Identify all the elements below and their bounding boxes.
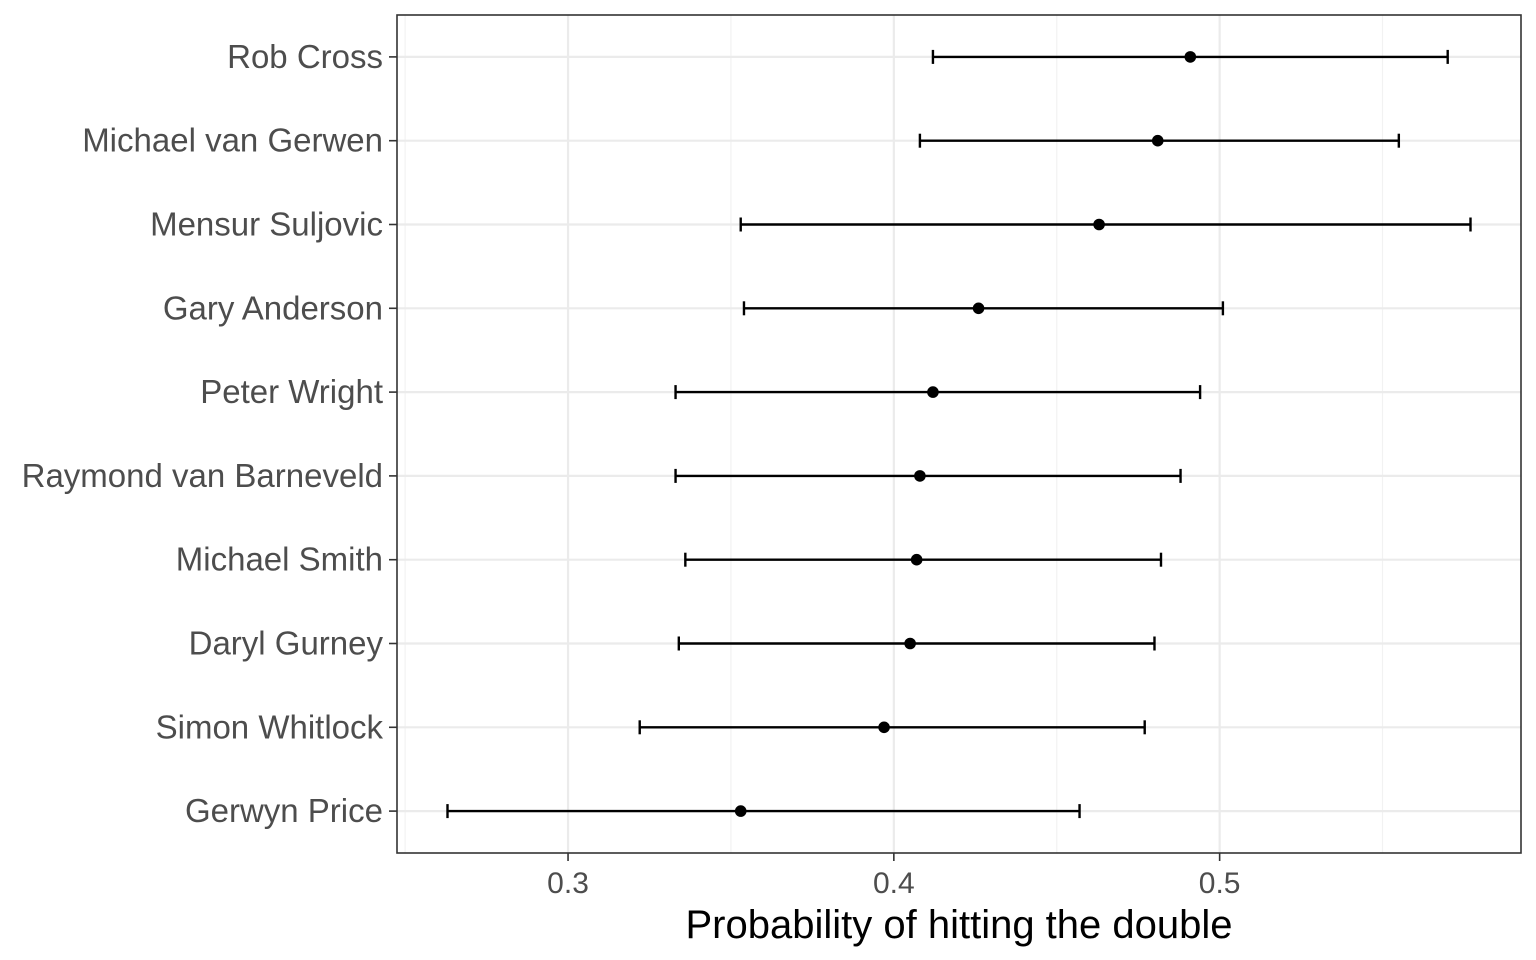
point-estimate — [1184, 51, 1197, 63]
point-estimate — [927, 386, 939, 398]
x-tick-label: 0.4 — [873, 867, 915, 900]
point-estimate — [972, 302, 985, 315]
point-estimate — [1151, 134, 1164, 147]
errorbar-5 — [674, 468, 1182, 483]
x-axis-title: Probability of hitting the double — [685, 903, 1232, 947]
grid-minor — [404, 15, 1384, 853]
y-tick-label: Michael van Gerwen — [82, 122, 383, 159]
errorbar-9 — [446, 804, 1081, 819]
errorbar-3 — [742, 301, 1225, 316]
errorbar-6 — [684, 552, 1163, 567]
y-tick-label: Peter Wright — [200, 373, 383, 410]
y-tick-label: Daryl Gurney — [189, 625, 384, 662]
errorbar-2 — [739, 217, 1472, 232]
y-tick-label: Gary Anderson — [163, 289, 383, 326]
point-estimate — [914, 470, 926, 482]
y-axis: Rob Cross Michael van Gerwen Mensur Suljov… — [22, 38, 397, 829]
plot-panel-border — [396, 14, 1522, 854]
plot-panel-background — [397, 15, 1521, 853]
error-bars — [446, 49, 1472, 819]
y-tick-label: Raymond van Barneveld — [22, 457, 383, 494]
point-estimate — [1093, 218, 1105, 231]
y-tick-label: Simon Whitlock — [156, 708, 384, 745]
errorbar-4 — [674, 385, 1202, 400]
y-tick-label: Michael Smith — [176, 541, 383, 578]
errorbar-8 — [638, 720, 1146, 735]
x-tick-label: 0.3 — [547, 867, 589, 900]
point-estimate — [878, 721, 890, 734]
y-tick-label: Gerwyn Price — [185, 792, 383, 829]
errorbar-1 — [918, 133, 1401, 148]
point-estimate — [734, 805, 747, 817]
errorbar-0 — [931, 49, 1449, 64]
point-estimate — [910, 553, 923, 566]
x-axis: 0.3 0.4 0.5 — [547, 853, 1240, 900]
errorbar-7 — [677, 636, 1156, 651]
x-tick-label: 0.5 — [1199, 867, 1241, 900]
point-estimate — [904, 637, 916, 650]
y-tick-label: Mensur Suljovic — [150, 206, 383, 243]
y-tick-label: Rob Cross — [227, 38, 383, 75]
